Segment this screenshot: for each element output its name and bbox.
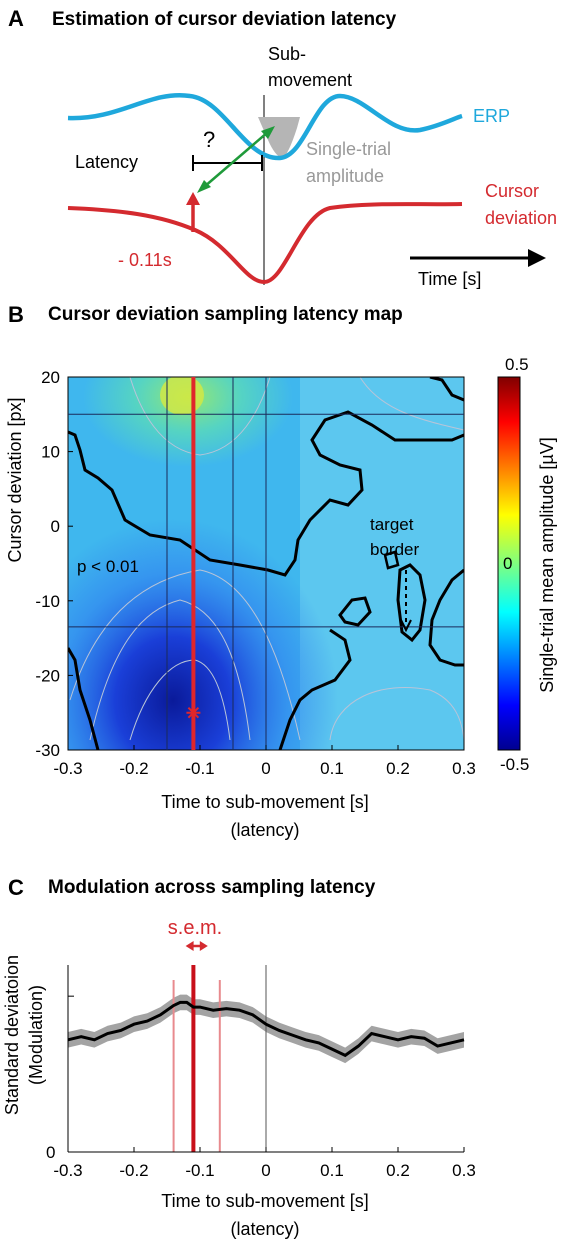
cursor-curve bbox=[67, 202, 463, 285]
heatmap-y-tick-label: 20 bbox=[41, 368, 60, 387]
colorbar bbox=[497, 376, 521, 751]
panel-c: C Modulation across sampling latency s.e… bbox=[2, 875, 476, 1239]
modulation-plot bbox=[67, 965, 465, 1152]
heatmap-x-tick-label: 0 bbox=[261, 759, 270, 778]
c-ylabel: Standard deviatoion bbox=[2, 955, 22, 1115]
sem-label: s.e.m. bbox=[168, 917, 222, 939]
time-label: Time [s] bbox=[418, 269, 481, 289]
significance-contour-2 bbox=[429, 377, 464, 402]
green-arrow-head-down bbox=[197, 180, 211, 193]
heatmap-y-tick-label: 10 bbox=[41, 443, 60, 462]
significance-contour-5 bbox=[338, 596, 372, 627]
sem-arrow bbox=[185, 941, 208, 951]
c-x-tick-label: -0.3 bbox=[53, 1161, 82, 1180]
colorbar-max: 0.5 bbox=[505, 355, 529, 374]
pval-label: p < 0.01 bbox=[77, 557, 139, 576]
heatmap-x-tick-label: -0.1 bbox=[185, 759, 214, 778]
panel-a-title: Estimation of cursor deviation latency bbox=[52, 9, 397, 30]
latency-label: Latency bbox=[75, 152, 138, 172]
significance-contour-4 bbox=[278, 628, 352, 750]
heatmap-y-tick-label: -10 bbox=[35, 592, 60, 611]
c-x-tick-label: 0.1 bbox=[320, 1161, 344, 1180]
target-border-label-2: border bbox=[370, 540, 419, 559]
contour-thin-1 bbox=[89, 599, 251, 741]
c-x-tick-label: 0.3 bbox=[452, 1161, 476, 1180]
heatmap-x-tick-label: -0.3 bbox=[53, 759, 82, 778]
single-trial-label-2: amplitude bbox=[306, 166, 384, 186]
significance-contour-8 bbox=[383, 550, 400, 570]
red-arrow-head bbox=[186, 192, 200, 205]
c-x-tick-label: 0 bbox=[261, 1161, 270, 1180]
significance-contour-6 bbox=[396, 563, 427, 643]
colorbar-label: Single-trial mean amplitude [µV] bbox=[537, 437, 557, 693]
colorbar-mid: 0 bbox=[503, 554, 512, 573]
panel-b-letter: B bbox=[8, 302, 24, 327]
single-trial-label-1: Single-trial bbox=[306, 139, 391, 159]
panel-a: A Estimation of cursor deviation latency… bbox=[8, 6, 557, 289]
heatmap-x-tick-label: -0.2 bbox=[119, 759, 148, 778]
green-arrow-shaft bbox=[203, 131, 269, 188]
peak-marker bbox=[186, 705, 201, 720]
cursor-label-1: Cursor bbox=[485, 181, 539, 201]
offset-label: - 0.11s bbox=[118, 250, 172, 270]
heatmap-y-tick-label: -30 bbox=[35, 741, 60, 760]
sem-arrow-left-head bbox=[185, 941, 194, 951]
heatmap-x-tick-label: 0.1 bbox=[320, 759, 344, 778]
c-xlabel: Time to sub-movement [s] bbox=[161, 1191, 368, 1211]
contour-thin-2 bbox=[69, 569, 301, 741]
c-y-zero: 0 bbox=[46, 1143, 55, 1162]
significance-contour-7 bbox=[428, 568, 464, 667]
c-x-tick-label: 0.2 bbox=[386, 1161, 410, 1180]
panel-c-title: Modulation across sampling latency bbox=[48, 877, 376, 898]
time-arrow-head bbox=[528, 249, 546, 267]
modulation-line bbox=[67, 1000, 465, 1058]
submovement-label-2: movement bbox=[268, 70, 352, 90]
submovement-label-1: Sub- bbox=[268, 44, 306, 64]
significance-contour-3 bbox=[68, 647, 100, 750]
colorbar-min: -0.5 bbox=[500, 755, 529, 774]
erp-label: ERP bbox=[473, 106, 510, 126]
cursor-label-2: deviation bbox=[485, 208, 557, 228]
heatmap-y-tick-label: -20 bbox=[35, 666, 60, 685]
c-x-tick-label: -0.1 bbox=[185, 1161, 214, 1180]
modulation-x-ticks: -0.3 -0.2 -0.1 0 0.1 0.2 0.3 bbox=[53, 1147, 476, 1180]
question-mark: ? bbox=[203, 127, 215, 152]
heatmap-xlabel-2: (latency) bbox=[230, 820, 299, 840]
contour-thin-4 bbox=[129, 377, 271, 456]
single-trial-patch bbox=[258, 117, 300, 158]
heatmap-y-tick-label: 0 bbox=[51, 517, 60, 536]
panel-b: B Cursor deviation sampling latency map bbox=[5, 302, 557, 840]
panel-c-letter: C bbox=[8, 875, 24, 900]
c-x-tick-label: -0.2 bbox=[119, 1161, 148, 1180]
erp-curve bbox=[67, 92, 463, 161]
contour-thin-6 bbox=[359, 377, 464, 431]
heatmap-guides bbox=[68, 377, 464, 750]
heatmap-green-region bbox=[68, 377, 368, 577]
heatmap-x-tick-label: 0.2 bbox=[386, 759, 410, 778]
heatmap-x-tick-label: 0.3 bbox=[452, 759, 476, 778]
heatmap-xlabel: Time to sub-movement [s] bbox=[161, 792, 368, 812]
target-border-label-1: target bbox=[370, 515, 414, 534]
panel-b-title: Cursor deviation sampling latency map bbox=[48, 304, 403, 325]
peak-marker-star bbox=[186, 705, 201, 720]
c-xlabel-2: (latency) bbox=[230, 1219, 299, 1239]
sem-arrow-right-head bbox=[199, 941, 208, 951]
heatmap-x-ticks: -0.3 -0.2 -0.1 0 0.1 0.2 0.3 bbox=[53, 745, 476, 778]
panel-a-letter: A bbox=[8, 6, 24, 31]
c-ylabel-2: (Modulation) bbox=[26, 985, 46, 1085]
target-border-arrowhead bbox=[400, 619, 412, 633]
heatmap-y-ticks: -30 -20 -10 0 10 20 bbox=[35, 368, 73, 760]
contour-thin-5 bbox=[329, 686, 464, 741]
heatmap-ylabel: Cursor deviation [px] bbox=[5, 397, 25, 562]
green-arrow-head-up bbox=[261, 126, 275, 139]
